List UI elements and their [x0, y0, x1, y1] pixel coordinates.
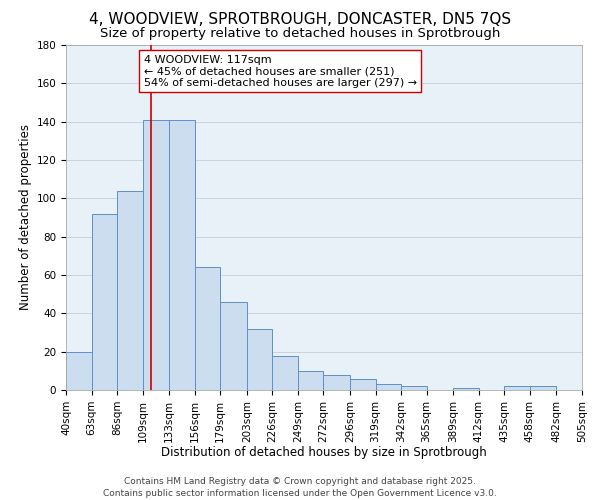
Bar	[195, 268, 220, 390]
Bar	[92, 214, 117, 390]
Bar	[117, 190, 143, 390]
Bar	[376, 384, 401, 390]
Text: 4, WOODVIEW, SPROTBROUGH, DONCASTER, DN5 7QS: 4, WOODVIEW, SPROTBROUGH, DONCASTER, DN5…	[89, 12, 511, 28]
Bar	[66, 352, 92, 390]
Bar	[530, 386, 556, 390]
Bar	[453, 388, 479, 390]
Y-axis label: Number of detached properties: Number of detached properties	[19, 124, 32, 310]
Bar	[323, 374, 350, 390]
Bar	[220, 302, 247, 390]
Text: Contains HM Land Registry data © Crown copyright and database right 2025.
Contai: Contains HM Land Registry data © Crown c…	[103, 476, 497, 498]
Bar	[169, 120, 195, 390]
Bar	[247, 328, 272, 390]
Bar	[505, 386, 530, 390]
Text: Size of property relative to detached houses in Sprotbrough: Size of property relative to detached ho…	[100, 28, 500, 40]
Bar	[350, 378, 376, 390]
Bar	[401, 386, 427, 390]
X-axis label: Distribution of detached houses by size in Sprotbrough: Distribution of detached houses by size …	[161, 446, 487, 459]
Bar	[272, 356, 298, 390]
Bar	[143, 120, 169, 390]
Bar	[298, 371, 323, 390]
Text: 4 WOODVIEW: 117sqm
← 45% of detached houses are smaller (251)
54% of semi-detach: 4 WOODVIEW: 117sqm ← 45% of detached hou…	[143, 54, 417, 88]
